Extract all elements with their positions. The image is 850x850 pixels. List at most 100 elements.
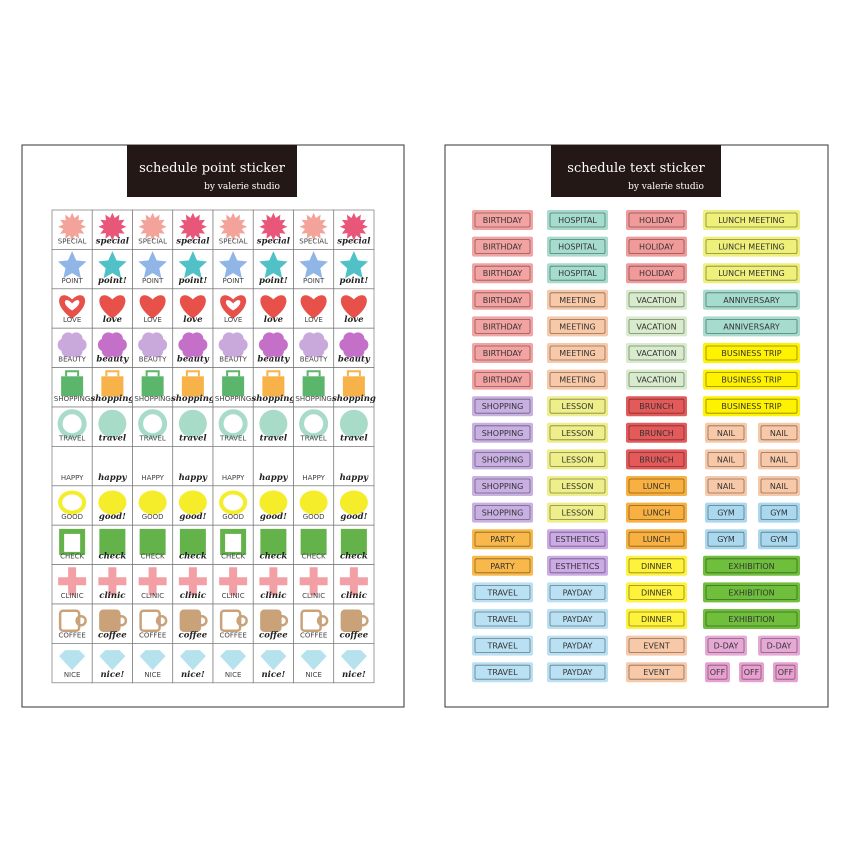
point-sticker: clinic (91, 564, 133, 605)
point-sticker: shopping (332, 367, 376, 408)
point-sticker: check (252, 524, 294, 565)
caps-label: NICE (64, 671, 81, 679)
sticker-text: BRUNCH (639, 429, 674, 438)
text-sticker: BRUNCH (626, 449, 687, 470)
icon (219, 609, 242, 632)
text-sticker: LUNCH (626, 502, 687, 523)
sticker-frame (705, 611, 798, 627)
point-sticker: beauty (172, 327, 214, 368)
script-label: clinic (341, 591, 368, 601)
script-label: shopping (90, 394, 134, 404)
point-sticker: COFFEE (293, 603, 335, 644)
script-label: point! (98, 276, 127, 286)
icon (99, 650, 126, 671)
sticker-frame (628, 265, 685, 281)
script-label: nice! (101, 670, 125, 680)
icon (340, 609, 363, 632)
point-sticker: check (91, 524, 133, 565)
point-sticker: happy (252, 446, 294, 487)
script-label: point! (259, 276, 288, 286)
text-sticker: LESSON (547, 449, 608, 470)
icon (65, 370, 80, 377)
icon (185, 370, 200, 377)
point-sticker: COFFEE (51, 603, 93, 644)
text-sticker: BIRTHDAY (472, 369, 533, 390)
point-sticker: LOVE (212, 288, 254, 329)
sticker-frame (474, 531, 531, 547)
text-sticker: ESTHETICS (547, 555, 608, 576)
icon (57, 409, 87, 439)
point-sticker: coffee (91, 603, 133, 644)
sticker-text: ANNIVERSARY (723, 322, 780, 331)
script-label: clinic (260, 591, 287, 601)
point-sticker: HAPPY (51, 446, 93, 487)
sticker-text: D-DAY (714, 642, 739, 651)
text-sticker: TRAVEL (472, 582, 533, 603)
text-sticker: VACATION (626, 369, 687, 390)
point-sticker: good! (91, 485, 133, 526)
sticker-frame (549, 558, 606, 574)
icon (61, 376, 84, 397)
text-sticker: BIRTHDAY (472, 289, 533, 310)
sticker-frame (549, 292, 606, 308)
point-sticker: travel (172, 406, 214, 447)
script-label: good! (260, 512, 287, 522)
icon (342, 376, 365, 397)
sticker-frame (549, 372, 606, 388)
sticker-text: HOSPITAL (558, 243, 597, 252)
point-sticker: CLINIC (132, 564, 174, 605)
sticker-frame (549, 239, 606, 255)
text-sticker: LUNCH (626, 476, 687, 496)
point-sticker: POINT (212, 249, 254, 290)
sticker-frame (549, 425, 606, 441)
caps-label: CHECK (302, 553, 326, 561)
caps-label: CLINIC (222, 592, 245, 600)
sticker-frame (549, 265, 606, 281)
icon (219, 490, 248, 515)
point-sticker: happy (91, 446, 133, 487)
icon (138, 567, 167, 596)
sticker-frame (628, 531, 685, 547)
point-sticker: special (252, 209, 294, 250)
sticker-text: GYM (717, 535, 735, 544)
script-label: special (176, 236, 210, 246)
text-sticker: ANNIVERSARY (703, 289, 800, 310)
sticker-text: EVENT (643, 668, 670, 677)
script-label: check (179, 552, 207, 562)
sticker-text: LUNCH MEETING (718, 216, 784, 225)
point-sticker: clinic (252, 564, 294, 605)
sticker-text: OFF (778, 668, 794, 677)
icon (145, 337, 160, 352)
sticker-frame (628, 585, 685, 600)
sticker-text: HOSPITAL (558, 216, 597, 225)
text-sticker: HOLIDAY (626, 210, 687, 230)
sticker-text: PAYDAY (563, 668, 593, 677)
sticker-text: NAIL (717, 455, 736, 464)
script-label: happy (98, 473, 128, 483)
point-sticker: CLINIC (212, 564, 254, 605)
point-sticker: love (333, 288, 375, 329)
text-sticker: EXHIBITION (703, 609, 800, 629)
sticker-text: BIRTHDAY (483, 269, 523, 278)
text-sticker: BRUNCH (626, 396, 687, 417)
sticker-frame (705, 265, 798, 281)
icon (357, 614, 369, 627)
icon (138, 251, 167, 279)
icon (141, 376, 164, 397)
text-sticker: MEETING (547, 369, 608, 390)
icon (339, 490, 368, 515)
icon (138, 490, 167, 515)
text-sticker: OFF (705, 662, 730, 683)
icon (64, 300, 80, 311)
point-sticker: SPECIAL (293, 209, 335, 250)
text-sticker: VACATION (626, 316, 687, 337)
caps-label: COFFEE (300, 631, 327, 639)
icon (138, 409, 168, 439)
point-sticker: beauty (252, 327, 294, 368)
point-sticker: POINT (293, 249, 335, 290)
text-sticker: BIRTHDAY (472, 210, 533, 230)
text-sticker: SHOPPING (472, 449, 533, 470)
sticker-frame (474, 558, 531, 574)
icon (98, 490, 127, 515)
sticker-text: LESSON (562, 482, 594, 491)
